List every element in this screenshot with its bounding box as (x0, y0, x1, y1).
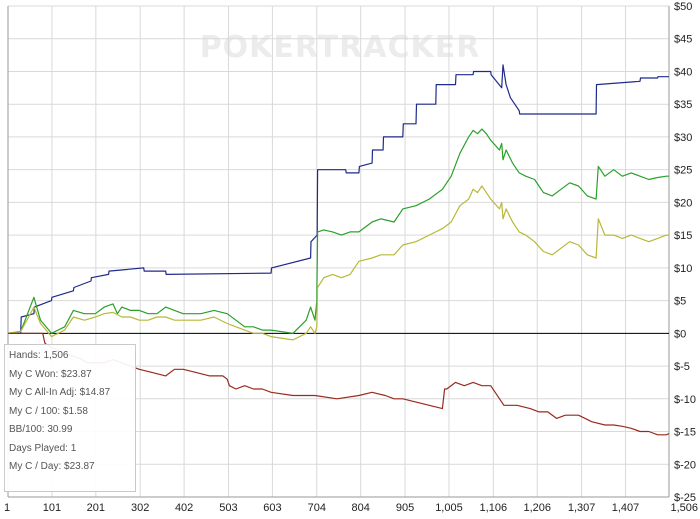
stat-allin-adj: My C All-In Adj: $14.87 (9, 387, 111, 398)
stat-bb-per-100: BB/100: 30.99 (9, 424, 73, 435)
y-tick-label: $-15 (674, 427, 696, 439)
y-tick-label: $30 (674, 132, 692, 144)
x-tick-label: 402 (175, 502, 193, 514)
x-tick-label: 101 (43, 502, 61, 514)
x-tick-label: 1,307 (568, 502, 596, 514)
y-tick-label: $-25 (674, 492, 696, 504)
x-tick-label: 704 (308, 502, 326, 514)
x-tick-label: 1 (4, 502, 10, 514)
y-tick-label: $-20 (674, 459, 696, 471)
x-tick-label: 804 (352, 502, 370, 514)
x-tick-label: 1,005 (435, 502, 463, 514)
y-tick-label: $45 (674, 34, 692, 46)
x-tick-label: 1,206 (523, 502, 551, 514)
stat-won: My C Won: $23.87 (9, 368, 92, 380)
axes (7, 6, 670, 498)
x-tick-label: 905 (396, 502, 414, 514)
series-line-3 (7, 185, 669, 341)
y-tick-label: $15 (674, 230, 692, 242)
x-tick-label: 1,407 (612, 502, 640, 514)
y-tick-label: $35 (674, 99, 692, 111)
y-tick-label: $-5 (674, 361, 690, 373)
y-tick-label: $-10 (674, 394, 696, 406)
stat-per-100: My C / 100: $1.58 (9, 405, 88, 417)
stats-summary-box: Hands: 1,506 My C Won: $23.87 My C All-I… (4, 344, 136, 492)
y-tick-label: $10 (674, 263, 692, 275)
stat-hands: Hands: 1,506 (9, 350, 69, 361)
tick-labels: 1 101 201 302 402 503 603 704 804 905 1,005 1,106 1,… (4, 1, 698, 514)
x-tick-label: 1,106 (480, 502, 508, 514)
y-tick-label: $0 (674, 328, 686, 340)
series-line-2 (7, 128, 669, 334)
y-tick-label: $5 (674, 296, 686, 308)
stat-days-played: Days Played: 1 (9, 442, 77, 454)
x-tick-label: 302 (131, 502, 149, 514)
y-tick-label: $25 (674, 165, 692, 177)
x-tick-label: 503 (219, 502, 237, 514)
y-tick-label: $20 (674, 197, 692, 209)
x-tick-label: 201 (87, 502, 105, 514)
stat-per-day: My C / Day: $23.87 (9, 461, 95, 472)
x-tick-label: 1,506 (670, 502, 698, 514)
x-tick-label: 603 (263, 502, 281, 514)
watermark-logo: POKERTRACKER (200, 30, 481, 65)
y-tick-label: $50 (674, 1, 692, 13)
series-line-1 (8, 64, 669, 334)
y-tick-label: $40 (674, 66, 692, 78)
